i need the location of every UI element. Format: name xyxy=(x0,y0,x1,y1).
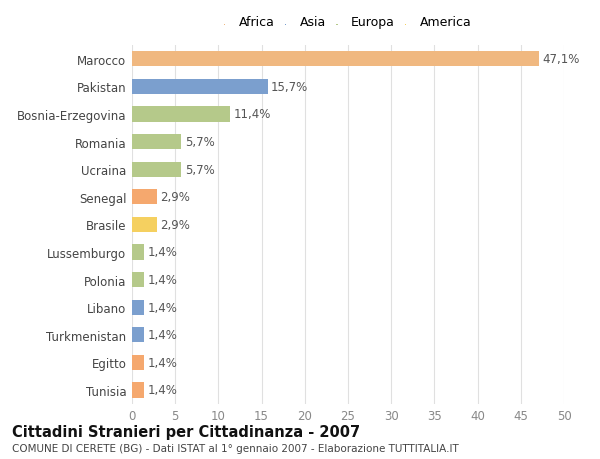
Bar xyxy=(132,217,157,232)
Text: 1,4%: 1,4% xyxy=(148,384,178,397)
Text: 47,1%: 47,1% xyxy=(542,53,580,66)
Bar xyxy=(132,52,539,67)
Bar xyxy=(132,107,230,122)
Bar xyxy=(132,245,144,260)
Bar xyxy=(132,355,144,370)
Text: 2,9%: 2,9% xyxy=(161,218,190,231)
Text: 1,4%: 1,4% xyxy=(148,246,178,259)
Text: Cittadini Stranieri per Cittadinanza - 2007: Cittadini Stranieri per Cittadinanza - 2… xyxy=(12,425,360,440)
Text: 1,4%: 1,4% xyxy=(148,356,178,369)
Text: 1,4%: 1,4% xyxy=(148,329,178,341)
Legend: Africa, Asia, Europa, America: Africa, Asia, Europa, America xyxy=(220,12,476,33)
Text: 15,7%: 15,7% xyxy=(271,81,308,94)
Bar xyxy=(132,135,181,150)
Bar xyxy=(132,272,144,287)
Text: 1,4%: 1,4% xyxy=(148,301,178,314)
Text: 2,9%: 2,9% xyxy=(161,191,190,204)
Bar xyxy=(132,383,144,397)
Bar xyxy=(132,162,181,177)
Text: 5,7%: 5,7% xyxy=(185,136,214,149)
Text: COMUNE DI CERETE (BG) - Dati ISTAT al 1° gennaio 2007 - Elaborazione TUTTITALIA.: COMUNE DI CERETE (BG) - Dati ISTAT al 1°… xyxy=(12,443,459,453)
Bar xyxy=(132,79,268,95)
Text: 1,4%: 1,4% xyxy=(148,274,178,286)
Text: 11,4%: 11,4% xyxy=(234,108,271,121)
Bar xyxy=(132,328,144,342)
Bar xyxy=(132,300,144,315)
Text: 5,7%: 5,7% xyxy=(185,163,214,176)
Bar xyxy=(132,190,157,205)
